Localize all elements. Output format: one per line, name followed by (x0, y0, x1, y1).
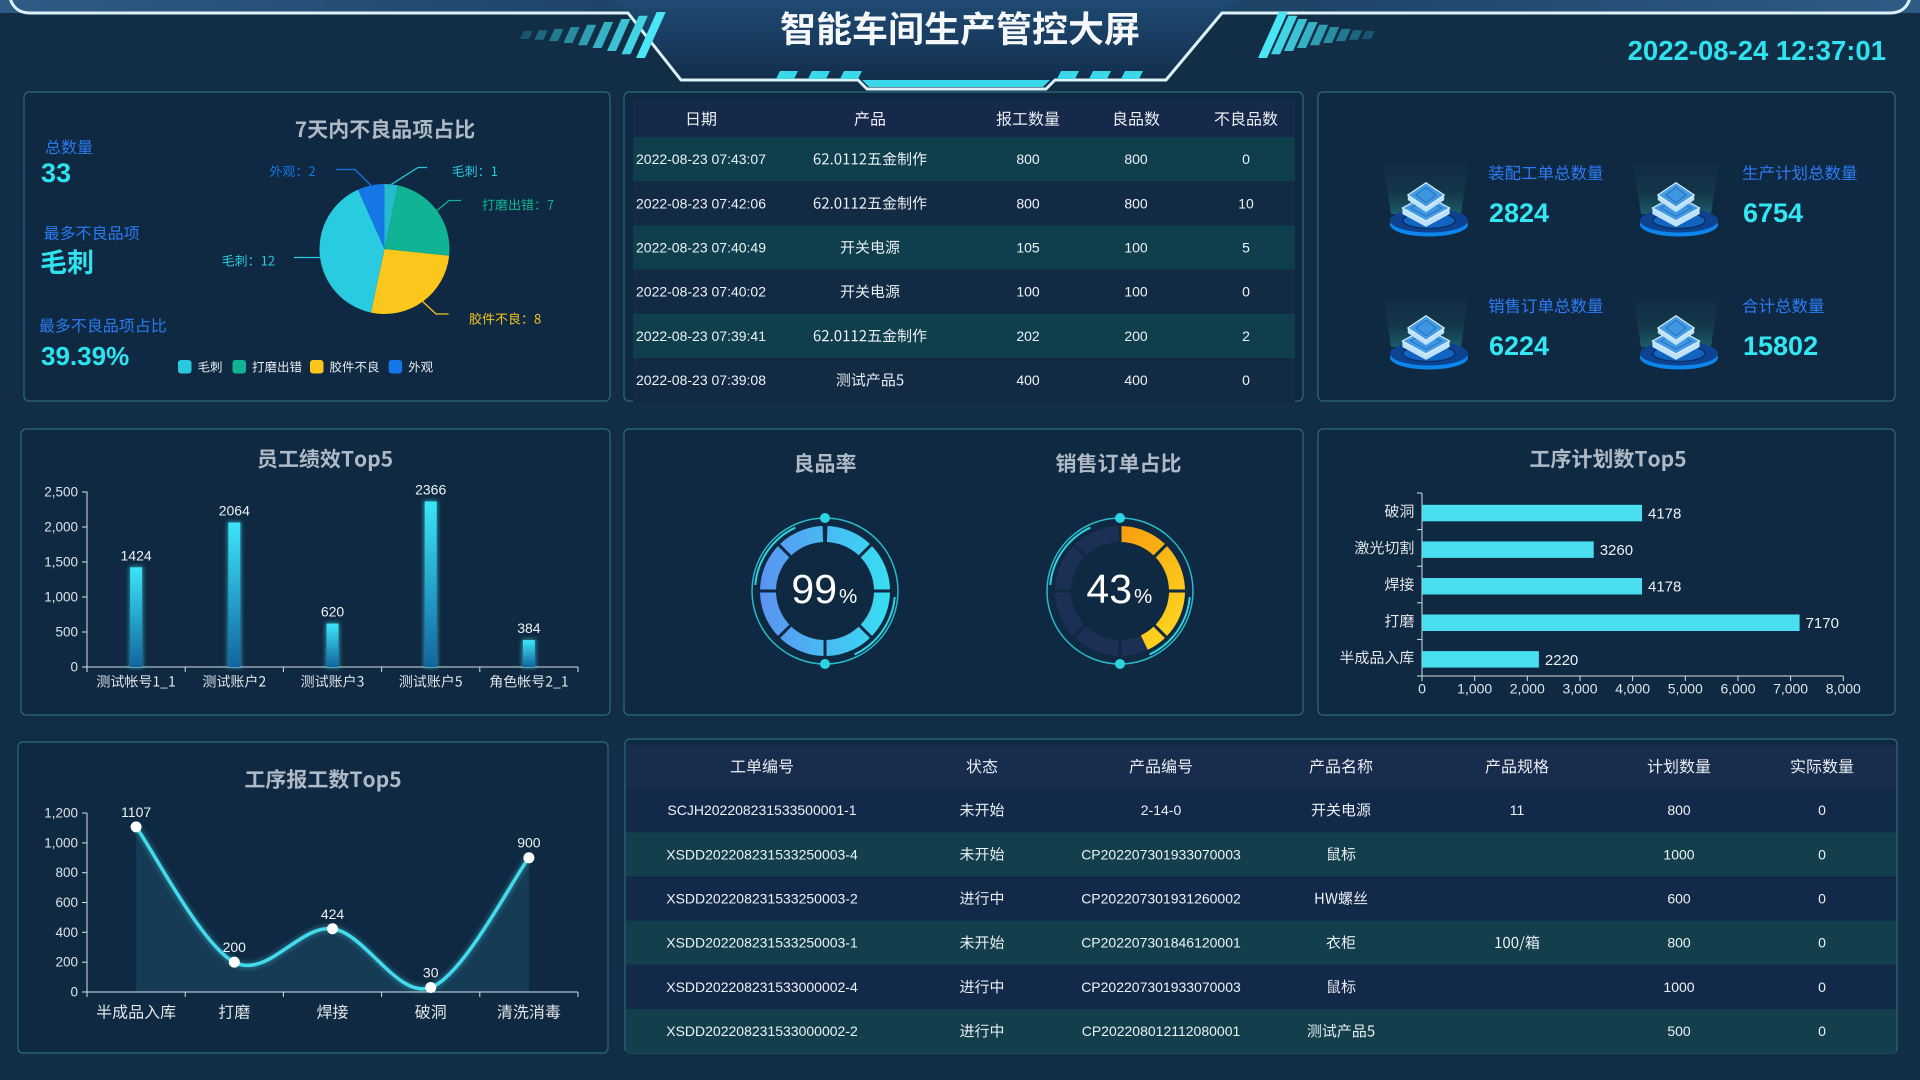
svg-text:200: 200 (55, 955, 78, 970)
svg-text:200: 200 (1124, 328, 1148, 344)
svg-text:%: % (1134, 585, 1152, 608)
svg-text:CP202207301846120001: CP202207301846120001 (1081, 935, 1241, 951)
svg-text:0: 0 (1818, 846, 1826, 862)
svg-text:2064: 2064 (219, 503, 250, 519)
svg-text:6754: 6754 (1743, 198, 1803, 228)
svg-text:0: 0 (1818, 1023, 1826, 1039)
svg-text:XSDD202208231533250003-1: XSDD202208231533250003-1 (666, 935, 858, 951)
svg-text:6,000: 6,000 (1720, 681, 1755, 697)
svg-text:2-14-0: 2-14-0 (1141, 802, 1182, 818)
svg-text:XSDD202208231533250003-2: XSDD202208231533250003-2 (666, 891, 858, 907)
svg-text:8,000: 8,000 (1826, 681, 1861, 697)
svg-text:2022-08-23 07:40:02: 2022-08-23 07:40:02 (636, 284, 766, 300)
svg-text:1,200: 1,200 (44, 806, 78, 821)
svg-text:0: 0 (1242, 372, 1250, 388)
svg-text:900: 900 (517, 835, 541, 851)
svg-text:CP202207301933070003: CP202207301933070003 (1081, 846, 1241, 862)
svg-text:2824: 2824 (1489, 198, 1549, 228)
svg-text:600: 600 (1667, 891, 1691, 907)
svg-text:100: 100 (1124, 284, 1148, 300)
svg-text:384: 384 (517, 620, 541, 636)
svg-text:0: 0 (1818, 979, 1826, 995)
svg-text:CP202207301933070003: CP202207301933070003 (1081, 979, 1241, 995)
svg-text:XSDD202208231533250003-4: XSDD202208231533250003-4 (666, 846, 858, 862)
svg-text:15802: 15802 (1743, 331, 1818, 361)
svg-text:CP202208012112080001: CP202208012112080001 (1082, 1023, 1241, 1039)
svg-text:4178: 4178 (1648, 579, 1681, 596)
svg-text:202: 202 (1016, 328, 1040, 344)
svg-text:100: 100 (1016, 284, 1040, 300)
svg-text:2,000: 2,000 (1510, 681, 1545, 697)
svg-text:1000: 1000 (1663, 979, 1694, 995)
svg-text:2220: 2220 (1545, 652, 1578, 669)
svg-text:2,500: 2,500 (44, 485, 78, 500)
svg-text:500: 500 (1667, 1023, 1691, 1039)
svg-text:0: 0 (1242, 151, 1250, 167)
svg-text:1,000: 1,000 (1457, 681, 1492, 697)
svg-text:800: 800 (55, 865, 78, 880)
svg-text:0: 0 (70, 985, 78, 1000)
svg-text:2022-08-23 07:42:06: 2022-08-23 07:42:06 (636, 195, 766, 211)
svg-text:800: 800 (1016, 151, 1040, 167)
svg-text:2022-08-24 12:37:01: 2022-08-24 12:37:01 (1628, 35, 1886, 66)
svg-text:800: 800 (1667, 935, 1691, 951)
svg-text:XSDD202208231533000002-2: XSDD202208231533000002-2 (666, 1023, 858, 1039)
svg-text:620: 620 (321, 604, 345, 620)
svg-text:2022-08-23 07:39:41: 2022-08-23 07:39:41 (636, 328, 766, 344)
svg-text:3260: 3260 (1600, 542, 1633, 559)
svg-text:%: % (839, 585, 857, 608)
svg-text:2022-08-23 07:39:08: 2022-08-23 07:39:08 (636, 372, 766, 388)
svg-text:43: 43 (1086, 566, 1132, 612)
svg-text:XSDD202208231533000002-4: XSDD202208231533000002-4 (666, 979, 858, 995)
svg-text:2022-08-23 07:43:07: 2022-08-23 07:43:07 (636, 151, 766, 167)
svg-text:11: 11 (1510, 802, 1525, 818)
svg-text:99: 99 (791, 566, 837, 612)
svg-text:33: 33 (41, 158, 71, 188)
svg-text:2,000: 2,000 (44, 520, 78, 535)
svg-text:0: 0 (1818, 802, 1826, 818)
svg-text:2366: 2366 (415, 481, 446, 497)
svg-text:30: 30 (423, 965, 439, 981)
svg-text:500: 500 (55, 625, 78, 640)
svg-text:2: 2 (1242, 328, 1250, 344)
svg-text:1424: 1424 (121, 547, 152, 563)
svg-text:5,000: 5,000 (1668, 681, 1703, 697)
svg-text:6224: 6224 (1489, 331, 1549, 361)
svg-text:400: 400 (1016, 372, 1040, 388)
svg-text:800: 800 (1124, 151, 1148, 167)
svg-text:800: 800 (1124, 195, 1148, 211)
svg-text:0: 0 (70, 660, 78, 675)
svg-text:5: 5 (1242, 240, 1250, 256)
svg-text:3,000: 3,000 (1562, 681, 1597, 697)
svg-text:424: 424 (321, 906, 345, 922)
svg-text:400: 400 (55, 925, 78, 940)
svg-text:1,000: 1,000 (44, 590, 78, 605)
svg-text:800: 800 (1667, 802, 1691, 818)
svg-text:7,000: 7,000 (1773, 681, 1808, 697)
svg-text:CP202207301931260002: CP202207301931260002 (1081, 891, 1241, 907)
svg-text:39.39%: 39.39% (41, 341, 129, 371)
svg-text:800: 800 (1016, 195, 1040, 211)
svg-text:1,000: 1,000 (44, 835, 78, 850)
svg-text:0: 0 (1818, 935, 1826, 951)
svg-text:105: 105 (1016, 240, 1040, 256)
svg-text:SCJH202208231533500001-1: SCJH202208231533500001-1 (667, 802, 856, 818)
svg-text:7170: 7170 (1806, 615, 1839, 632)
svg-text:100: 100 (1124, 240, 1148, 256)
svg-text:200: 200 (223, 939, 247, 955)
svg-text:1,500: 1,500 (44, 555, 78, 570)
svg-text:0: 0 (1818, 891, 1826, 907)
svg-text:400: 400 (1124, 372, 1148, 388)
svg-text:1000: 1000 (1663, 846, 1694, 862)
svg-text:10: 10 (1238, 195, 1254, 211)
svg-text:0: 0 (1418, 681, 1426, 697)
svg-text:4,000: 4,000 (1615, 681, 1650, 697)
svg-text:600: 600 (55, 895, 78, 910)
svg-text:4178: 4178 (1648, 505, 1681, 522)
svg-text:1107: 1107 (121, 804, 151, 820)
svg-text:2022-08-23 07:40:49: 2022-08-23 07:40:49 (636, 240, 766, 256)
svg-text:0: 0 (1242, 284, 1250, 300)
